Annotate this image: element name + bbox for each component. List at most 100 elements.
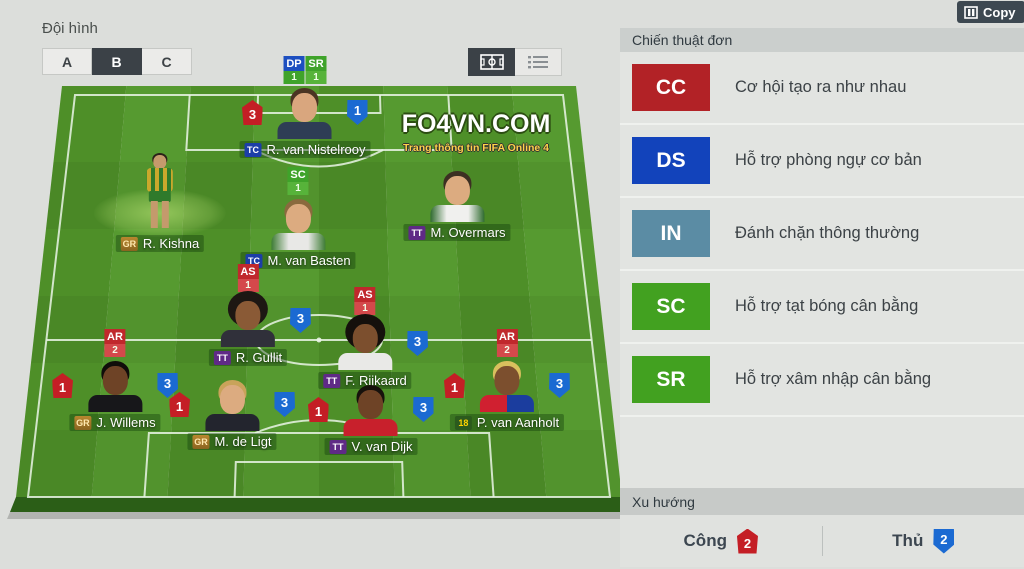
tactic-code-badge: CC — [632, 64, 710, 111]
tactic-badges: AR 2 — [104, 329, 126, 357]
tactic-row-cc[interactable]: CC Cơ hội tạo ra như nhau — [620, 52, 1024, 125]
player-cb-right[interactable]: 1 3 TT V. van Dijk — [308, 384, 434, 455]
tactic-row-sr[interactable]: SR Hỗ trợ xâm nhập cân bằng — [620, 344, 1024, 417]
tactic-badge: SR 1 — [305, 56, 327, 84]
player-name: R. van Nistelrooy — [266, 142, 366, 157]
trend-divider — [821, 526, 823, 556]
list-view-icon — [528, 56, 548, 69]
defense-shield: 3 — [289, 308, 311, 333]
formation-label: Đội hình — [42, 20, 98, 37]
watermark-title: FO4VN.COM — [401, 110, 551, 138]
player-rw[interactable]: TT M. Overmars — [403, 170, 511, 241]
tab-c[interactable]: C — [142, 48, 192, 75]
tactic-badge: AS 1 — [237, 264, 259, 292]
player-avatar — [277, 87, 332, 139]
formation-view-button[interactable] — [468, 48, 515, 76]
player-name: M. Overmars — [430, 225, 506, 240]
player-nameplate: GR J. Willems — [69, 414, 161, 431]
player-cm-right[interactable]: AS 1 3 TT F. Rijkaard — [318, 287, 428, 389]
tactic-code-badge: IN — [632, 210, 710, 257]
defense-shield: 3 — [274, 392, 295, 417]
defense-shield: 3 — [406, 331, 428, 356]
attack-trend-shield: 2 — [736, 528, 758, 554]
attack-shield: 3 — [241, 100, 263, 125]
tactic-label: Đánh chặn thông thường — [735, 224, 920, 242]
player-name: M. de Ligt — [214, 434, 272, 449]
tab-a[interactable]: A — [42, 48, 92, 75]
view-toggles — [468, 48, 562, 76]
player-cb-left[interactable]: 1 3 GR M. de Ligt — [169, 379, 295, 450]
tactics-panel: Chiến thuật đơn CC Cơ hội tạo ra như nha… — [620, 28, 1024, 569]
player-lb[interactable]: AR 2 1 3 GR J. Willems — [52, 329, 178, 431]
season-badge: TT — [408, 225, 426, 240]
player-name: V. van Dijk — [351, 439, 413, 454]
attack-shield: 1 — [308, 397, 329, 422]
attack-trend: Công 2 — [620, 528, 822, 554]
season-badge: GR — [120, 236, 138, 251]
player-name: R. Gullit — [235, 350, 283, 365]
list-view-button[interactable] — [515, 48, 562, 76]
player-avatar — [220, 291, 275, 347]
attack-shield: 1 — [443, 373, 465, 398]
player-avatar — [430, 170, 484, 222]
player-avatar — [270, 198, 325, 250]
player-name: P. van Aanholt — [476, 415, 560, 430]
player-nameplate: GR R. Kishna — [115, 235, 205, 252]
player-lw-selected[interactable]: GR R. Kishna — [94, 153, 226, 252]
defense-trend-shield: 2 — [933, 528, 955, 554]
watermark: FO4VN.COM Trang thông tin FIFA Online 4 — [398, 110, 554, 154]
attack-shield: 1 — [52, 373, 73, 398]
player-avatar — [205, 379, 259, 431]
player-nameplate: TT V. van Dijk — [324, 438, 418, 455]
tactic-badges: DP 1 SR 1 — [283, 56, 327, 84]
copy-button[interactable]: Copy — [957, 1, 1024, 23]
season-badge: 18 — [454, 415, 472, 430]
player-avatar — [337, 314, 392, 370]
tactics-panel-title: Chiến thuật đơn — [620, 28, 1024, 52]
tactic-badges: AS 1 — [354, 287, 376, 315]
tactic-label: Hỗ trợ tạt bóng cân bằng — [735, 297, 919, 315]
tactic-badge: SC 1 — [287, 167, 309, 195]
player-st[interactable]: DP 1 SR 1 3 1 TC R. van Nistelrooy — [239, 56, 371, 158]
player-rb[interactable]: AR 2 1 3 18 P. van Aanholt — [443, 329, 570, 431]
defense-label: Thủ — [892, 531, 924, 550]
player-nameplate: GR M. de Ligt — [187, 433, 277, 450]
tab-b[interactable]: B — [92, 48, 142, 75]
tactic-row-sc[interactable]: SC Hỗ trợ tạt bóng cân bằng — [620, 271, 1024, 344]
defense-shield: 3 — [413, 397, 434, 422]
player-avatar — [88, 360, 142, 412]
tactic-label: Cơ hội tạo ra như nhau — [735, 78, 907, 96]
defense-trend: Thủ 2 — [823, 528, 1024, 554]
player-cf[interactable]: SC 1 TC M. van Basten — [240, 167, 356, 269]
player-name: J. Willems — [96, 415, 156, 430]
tactic-badge: DP 1 — [283, 56, 305, 84]
tactic-badges: AS 1 — [237, 264, 259, 292]
player-nameplate: 18 P. van Aanholt — [449, 414, 565, 431]
player-cm-left[interactable]: AS 1 3 TT R. Gullit — [208, 264, 311, 366]
player-avatar — [479, 360, 534, 412]
tactic-rows: CC Cơ hội tạo ra như nhau DS Hỗ trợ phòn… — [620, 52, 1024, 417]
tactic-label: Hỗ trợ phòng ngự cơ bản — [735, 151, 922, 169]
copy-icon — [964, 5, 978, 19]
defense-shield: 3 — [548, 373, 570, 398]
formation-tabs: A B C — [42, 48, 192, 75]
player-nameplate: TC R. van Nistelrooy — [239, 141, 371, 158]
season-badge: GR — [192, 434, 210, 449]
tactic-badge: AS 1 — [354, 287, 376, 315]
tactic-row-ds[interactable]: DS Hỗ trợ phòng ngự cơ bản — [620, 125, 1024, 198]
player-avatar — [344, 384, 398, 436]
tactic-label: Hỗ trợ xâm nhập cân bằng — [735, 370, 932, 388]
defense-shield: 3 — [157, 373, 178, 398]
attack-shield: 1 — [169, 392, 190, 417]
player-name: R. Kishna — [142, 236, 200, 251]
pitch-view-icon — [479, 54, 504, 70]
attack-label: Công — [683, 531, 727, 550]
copy-label: Copy — [983, 4, 1016, 20]
tactic-row-in[interactable]: IN Đánh chặn thông thường — [620, 198, 1024, 271]
trend-title: Xu hướng — [620, 488, 1024, 515]
tactic-badges: SC 1 — [287, 167, 309, 195]
tactic-badge: AR 2 — [104, 329, 126, 357]
defense-shield: 1 — [346, 100, 368, 125]
season-badge: TT — [213, 350, 231, 365]
